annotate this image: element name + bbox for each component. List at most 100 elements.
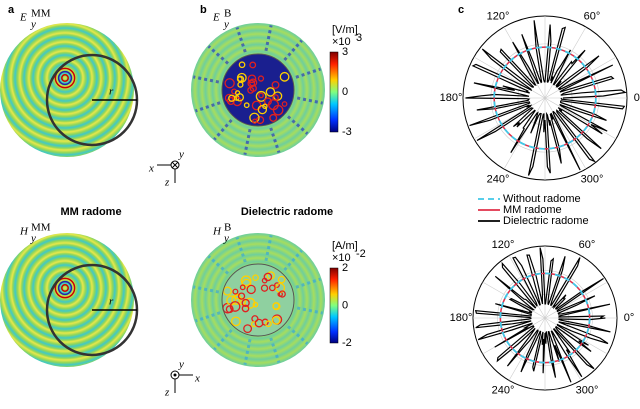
field-streak: [235, 26, 247, 53]
field-streak: [269, 127, 281, 154]
core-blob: [224, 93, 234, 103]
core-blob: [277, 275, 286, 284]
core-blob: [272, 104, 284, 116]
field-sub: y: [30, 19, 36, 31]
caption: MM radome: [60, 206, 121, 218]
colorbar-exp: -2: [356, 248, 366, 260]
field-streak: [283, 39, 303, 62]
colorbar: [329, 267, 339, 344]
polar-spoke: [482, 281, 608, 355]
core-blob: [260, 284, 269, 292]
field-streak: [286, 325, 309, 345]
axis-label: z: [164, 177, 170, 189]
angle-label: 60°: [584, 10, 601, 22]
axis-label: x: [148, 163, 154, 175]
caption: Dielectric radome: [241, 206, 333, 218]
core-blob: [236, 76, 243, 83]
field-streak: [264, 25, 273, 52]
core-blob: [246, 284, 256, 295]
source-ring: [54, 277, 76, 299]
axis-y-cross: [171, 161, 179, 169]
field-streak: [264, 235, 273, 262]
free-pattern: [499, 272, 591, 364]
angle-label: 0°: [634, 92, 640, 104]
field-streak: [243, 338, 252, 365]
angle-label: 240°: [487, 173, 510, 185]
colorbar-tick: 3: [342, 46, 348, 58]
field-sup: MM: [31, 8, 51, 20]
core-blob: [274, 282, 280, 289]
source-ring: [54, 67, 76, 89]
core-blob: [255, 90, 267, 102]
core-blob: [281, 101, 288, 107]
core-blob: [272, 302, 280, 310]
radome-outline: [221, 263, 295, 337]
core-blob: [235, 93, 245, 102]
field-streak: [235, 236, 247, 263]
angle-label: 300°: [576, 385, 599, 397]
free-pattern: [493, 46, 597, 150]
core-blob: [249, 112, 260, 124]
angle-label: 120°: [492, 239, 515, 251]
angle-label: 120°: [487, 10, 510, 22]
core-blob: [243, 102, 250, 109]
angle-label: 0°: [624, 312, 635, 324]
core-blob: [241, 298, 250, 308]
core-blob: [247, 79, 256, 88]
core-blob: [249, 61, 257, 69]
core-blob: [263, 272, 273, 282]
field-streak: [193, 285, 220, 294]
core-blob: [279, 71, 290, 82]
field-sup: B: [224, 8, 231, 20]
axis-label: z: [164, 387, 170, 399]
core-blob: [265, 87, 276, 97]
field-sup: B: [224, 222, 231, 234]
field-label: H: [19, 226, 29, 238]
colorbar: [329, 51, 339, 133]
field-label: H: [212, 226, 222, 238]
core-blob: [269, 113, 278, 122]
core-blob: [254, 318, 264, 328]
core-blob: [263, 97, 272, 106]
axis-label: x: [194, 373, 200, 385]
core-blob: [271, 80, 280, 89]
panel-label: b: [200, 4, 207, 16]
core-blob: [239, 284, 246, 291]
legend-label: Without radome: [503, 193, 581, 205]
field-streak: [296, 96, 323, 105]
field-label: E: [19, 12, 27, 24]
colorbar-tick: 2: [342, 262, 348, 274]
core-blob: [262, 103, 268, 109]
core-blob: [252, 118, 258, 124]
legend-label: MM radome: [503, 204, 562, 216]
field-sup: MM: [31, 222, 51, 234]
radius-label: r: [109, 86, 114, 98]
core-blob: [257, 75, 265, 82]
field-sub: y: [223, 233, 229, 245]
field-streak: [194, 101, 221, 113]
field-plot: r: [0, 23, 139, 157]
colorbar-tick: 0: [342, 86, 348, 98]
core-blob: [241, 304, 250, 313]
field-plot: r: [0, 233, 139, 367]
panel-label: a: [8, 4, 15, 16]
core-blob: [252, 274, 259, 282]
colorbar-unit: [A/m]: [332, 240, 358, 252]
field-streak: [243, 128, 252, 155]
colorbar-tick: 0: [342, 299, 348, 311]
axis-y-dot: [173, 373, 177, 377]
core-blob: [241, 278, 252, 289]
dielectric-pattern: [465, 20, 627, 176]
angle-label: 300°: [581, 173, 604, 185]
panel-label: c: [458, 4, 464, 16]
core-blob: [278, 290, 286, 298]
source-ring: [57, 70, 73, 86]
colorbar-unit: [V/m]: [332, 24, 358, 36]
field-streak: [213, 328, 233, 351]
colorbar-scale: ×10: [332, 36, 351, 48]
angle-label: 180°: [450, 312, 473, 324]
core-blob: [247, 86, 255, 94]
field-streak: [283, 249, 303, 272]
field-sub: y: [30, 233, 36, 245]
